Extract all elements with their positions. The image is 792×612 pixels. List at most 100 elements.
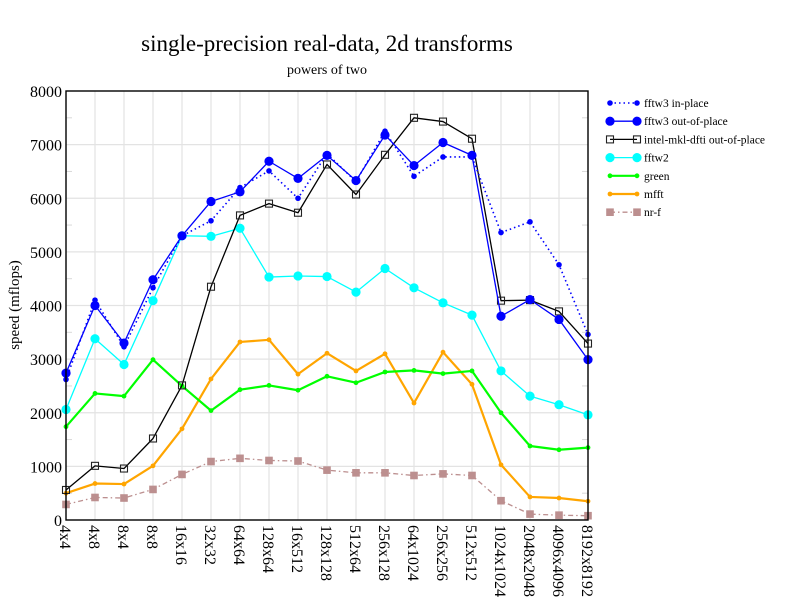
data-point [496, 311, 506, 321]
data-point [293, 271, 303, 281]
data-point [266, 168, 272, 174]
data-point [525, 391, 535, 401]
legend-label: fftw2 [644, 153, 669, 165]
x-tick-label: 64x1024 [404, 525, 421, 581]
data-point [90, 300, 100, 311]
data-point [121, 393, 127, 399]
data-point [382, 369, 388, 375]
x-tick-label: 32x32 [201, 525, 218, 565]
data-point [92, 391, 98, 396]
data-point [440, 154, 446, 160]
x-tick-label: 4096x4096 [549, 525, 566, 597]
y-tick-label: 1000 [30, 459, 62, 476]
data-point [295, 387, 301, 393]
legend-label: fftw3 out-of-place [644, 116, 728, 128]
x-tick-label: 2048x2048 [520, 525, 537, 597]
data-point [353, 380, 359, 386]
data-point [351, 287, 361, 297]
data-point [380, 263, 390, 274]
data-point [177, 231, 187, 241]
x-tick-label: 128x128 [317, 525, 334, 581]
data-point [265, 456, 273, 465]
data-point [178, 470, 186, 479]
legend-marker [632, 116, 642, 126]
data-point [208, 408, 214, 414]
data-point [438, 117, 448, 126]
data-point [92, 481, 98, 486]
data-point [496, 366, 506, 376]
data-point [150, 285, 156, 291]
data-point [324, 373, 330, 379]
legend-label: fftw3 in-place [644, 98, 709, 110]
data-point [409, 113, 419, 122]
series-fftw3-out-of-place [61, 130, 593, 378]
data-point [527, 219, 533, 225]
data-point [90, 461, 100, 470]
data-point [556, 495, 562, 501]
legend-marker [607, 191, 613, 197]
legend-item: intel-mkl-dfti out-of-place [605, 134, 765, 146]
data-point [322, 150, 332, 160]
x-tick-label: 1024x1024 [491, 525, 508, 597]
data-point [351, 175, 361, 186]
data-point [237, 339, 243, 345]
y-tick-label: 2000 [30, 406, 62, 423]
series-green [63, 357, 591, 453]
data-point [208, 376, 214, 382]
data-point [121, 481, 127, 487]
data-point [148, 296, 158, 306]
series-line [65, 117, 589, 491]
y-axis: 0 1000 2000 3000 4000 5000 6000 7000 8000 [30, 84, 62, 530]
legend-label: intel-mkl-dfti out-of-place [644, 134, 765, 146]
data-point [351, 190, 361, 199]
legend-item: mfft [607, 189, 664, 201]
x-tick-label: 16x512 [288, 525, 305, 573]
data-point [497, 496, 505, 505]
data-point [410, 471, 418, 480]
data-point [556, 447, 562, 453]
data-point [323, 466, 331, 474]
data-point [467, 134, 477, 143]
series-intel-mkl-dfti-out-of-place [61, 113, 593, 495]
data-point [440, 371, 446, 377]
data-point [467, 150, 477, 160]
data-point [556, 261, 562, 268]
x-tick-label: 4x8 [85, 525, 102, 549]
legend: fftw3 in-place fftw3 out-of-place intel-mk… [605, 98, 765, 219]
data-point [206, 231, 216, 241]
data-point [148, 275, 158, 285]
legend-label: nr-f [644, 207, 661, 219]
data-point [266, 337, 272, 343]
y-tick-label: 6000 [30, 191, 62, 208]
series-mfft [63, 337, 591, 504]
x-tick-label: 8192x8192 [578, 525, 595, 597]
legend-marker [633, 208, 641, 216]
data-point [149, 485, 157, 494]
x-tick-label: 128x64 [259, 525, 276, 573]
x-tick-label: 4x4 [56, 525, 73, 549]
data-point [120, 494, 128, 502]
data-point [237, 387, 243, 393]
y-axis-label: speed (mflops) [7, 260, 23, 350]
y-tick-label: 5000 [30, 245, 62, 262]
data-point [380, 130, 390, 140]
y-tick-label: 0 [54, 513, 62, 530]
legend-marker [632, 135, 642, 144]
y-tick-label: 4000 [30, 299, 62, 316]
data-point [266, 383, 272, 388]
legend-item: green [607, 171, 670, 183]
data-point [207, 457, 215, 466]
data-point [439, 470, 447, 478]
legend-item: fftw2 [605, 153, 669, 165]
x-tick-label: 512x512 [462, 525, 479, 581]
data-point [381, 469, 389, 477]
data-point [236, 454, 244, 463]
data-point [235, 211, 245, 220]
data-point [208, 217, 214, 224]
data-point [527, 494, 533, 500]
x-tick-label: 8x4 [114, 525, 131, 549]
data-point [440, 349, 446, 355]
data-point [295, 195, 301, 202]
data-point [555, 511, 563, 519]
